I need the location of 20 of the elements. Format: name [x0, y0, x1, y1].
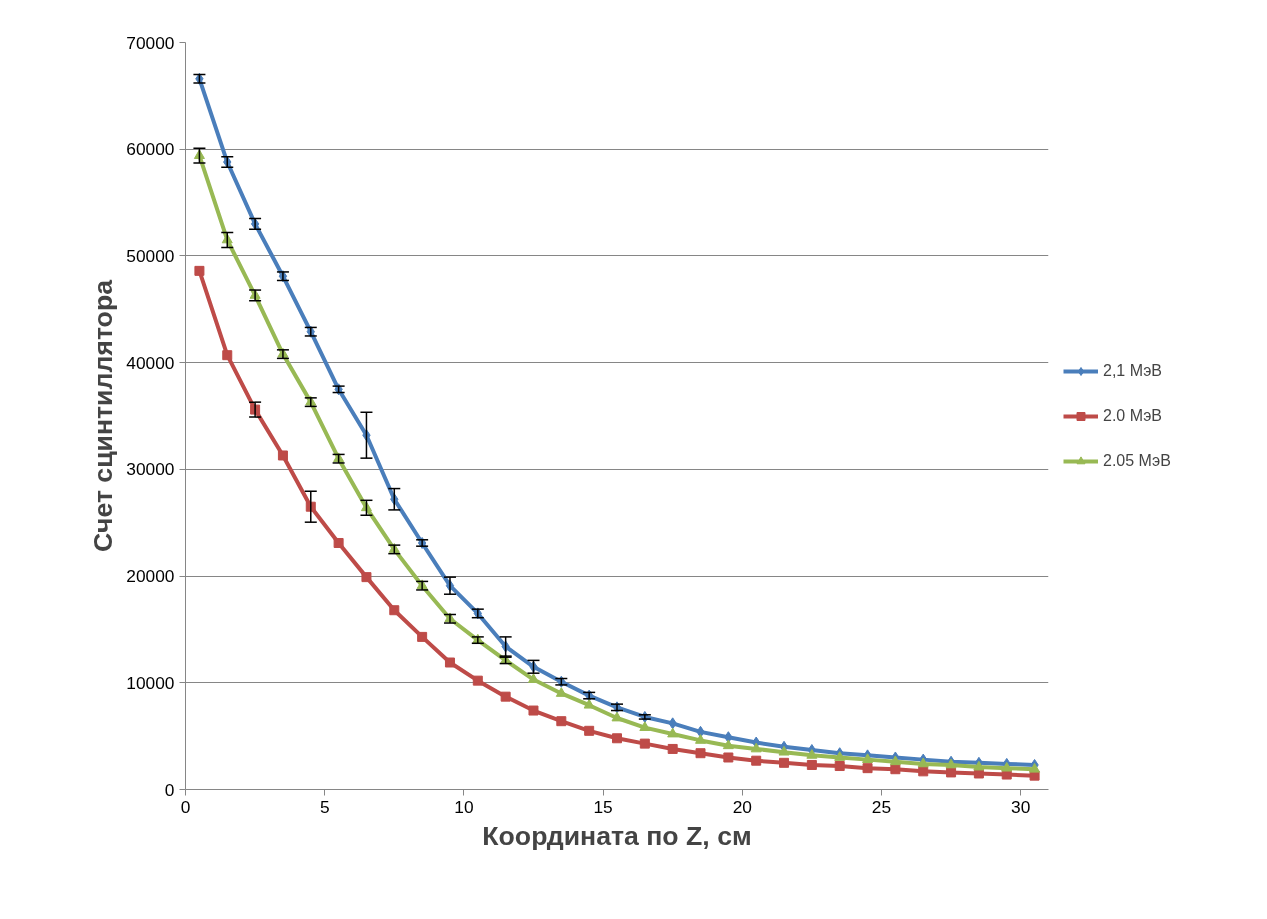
x-tick-label: 15 [593, 796, 613, 817]
y-tick-label: 0 [164, 779, 175, 800]
x-tick-label: 25 [871, 796, 892, 817]
x-tick-label: 10 [454, 796, 474, 817]
legend-label: 2.05 МэВ [1103, 451, 1171, 470]
legend-label: 2.0 МэВ [1103, 406, 1163, 425]
x-tick-label: 30 [1011, 796, 1031, 817]
x-tick-label: 20 [732, 796, 752, 817]
y-axis-title: Счет сцинтиллятора [88, 279, 119, 552]
y-tick-label: 30000 [126, 459, 175, 480]
y-tick-label: 40000 [126, 352, 175, 373]
x-tick-label: 5 [319, 796, 330, 817]
y-tick-label: 70000 [126, 32, 175, 53]
y-tick-label: 20000 [126, 566, 175, 587]
y-tick-label: 10000 [126, 672, 175, 693]
legend-label: 2,1 МэВ [1103, 361, 1163, 380]
x-tick-label: 0 [180, 796, 191, 817]
y-tick-label: 50000 [126, 245, 175, 266]
y-tick-label: 60000 [126, 139, 175, 160]
x-axis-title: Координата по Z, см [482, 820, 752, 851]
